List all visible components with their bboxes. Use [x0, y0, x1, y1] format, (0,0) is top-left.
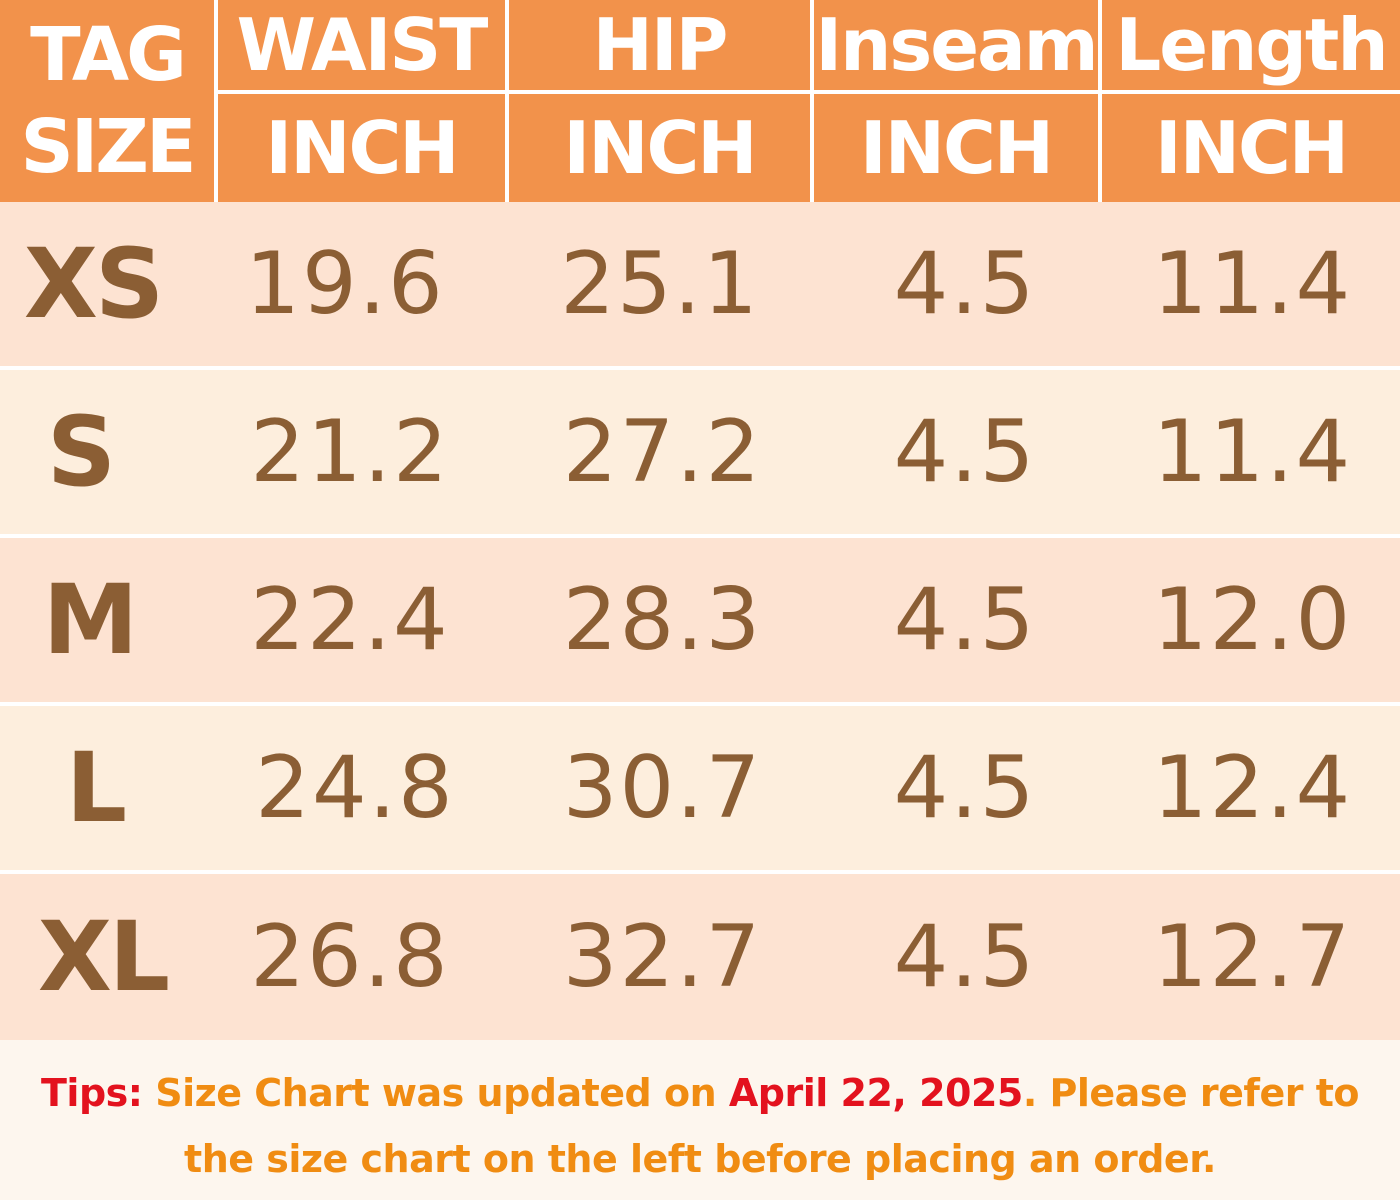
hip-cell: 27.2 — [562, 402, 763, 502]
row-divider — [0, 870, 1400, 874]
header-hip-unit: INCH — [563, 106, 757, 190]
header-divider — [810, 0, 814, 202]
inseam-cell: 4.5 — [893, 738, 1037, 838]
length-cell: 11.4 — [1152, 402, 1353, 502]
hip-cell: 32.7 — [562, 907, 763, 1007]
table-row: XL 26.8 32.7 4.5 12.7 — [0, 874, 1400, 1040]
hip-cell: 28.3 — [562, 570, 763, 670]
length-cell: 12.7 — [1152, 907, 1353, 1007]
header-size-label: SIZE — [20, 104, 196, 190]
header-tag-label: TAG — [30, 12, 187, 98]
waist-cell: 21.2 — [250, 402, 450, 502]
table-row: XS 19.6 25.1 4.5 11.4 — [0, 202, 1400, 366]
row-divider — [0, 534, 1400, 538]
waist-cell: 22.4 — [250, 570, 450, 670]
header-length-unit: INCH — [1154, 106, 1349, 190]
hip-cell: 25.1 — [560, 234, 760, 334]
waist-cell: 19.6 — [245, 234, 445, 334]
header-divider — [1098, 0, 1102, 202]
header-inseam-unit: INCH — [859, 106, 1054, 190]
header-mid-line — [214, 90, 1400, 94]
size-cell: L — [65, 732, 127, 844]
tips-label: Tips: — [41, 1071, 143, 1115]
inseam-cell: 4.5 — [893, 402, 1037, 502]
table-row: L 24.8 30.7 4.5 12.4 — [0, 706, 1400, 870]
waist-cell: 24.8 — [255, 738, 455, 838]
row-divider — [0, 366, 1400, 370]
header-waist-unit: INCH — [265, 106, 459, 190]
header-divider — [214, 0, 218, 202]
row-divider — [0, 702, 1400, 706]
header-length: Length — [1115, 3, 1388, 87]
length-cell: 12.0 — [1152, 570, 1353, 670]
length-cell: 11.4 — [1152, 234, 1353, 334]
tips-text-2: . Please refer to the size chart on the … — [184, 1071, 1359, 1181]
size-cell: XS — [23, 228, 164, 340]
header-inseam: Inseam — [815, 3, 1098, 87]
header-hip: HIP — [592, 3, 729, 87]
length-cell: 12.4 — [1152, 738, 1353, 838]
size-cell: M — [42, 564, 139, 676]
table-header: TAG SIZE WAIST INCH HIP INCH Inseam INCH… — [0, 0, 1400, 202]
size-cell: XL — [37, 901, 170, 1013]
inseam-cell: 4.5 — [893, 907, 1037, 1007]
hip-cell: 30.7 — [562, 738, 763, 838]
waist-cell: 26.8 — [250, 907, 450, 1007]
inseam-cell: 4.5 — [893, 234, 1037, 334]
inseam-cell: 4.5 — [893, 570, 1037, 670]
size-cell: S — [46, 396, 116, 508]
tips-date: April 22, 2025 — [728, 1071, 1023, 1115]
header-waist: WAIST — [236, 3, 489, 87]
tips-text-1: Size Chart was updated on — [142, 1071, 729, 1115]
header-divider — [505, 0, 509, 202]
header-tag-size: TAG SIZE — [0, 0, 214, 202]
tips-note: Tips: Size Chart was updated on April 22… — [0, 1040, 1400, 1200]
table-row: M 22.4 28.3 4.5 12.0 — [0, 538, 1400, 702]
table-row: S 21.2 27.2 4.5 11.4 — [0, 370, 1400, 534]
